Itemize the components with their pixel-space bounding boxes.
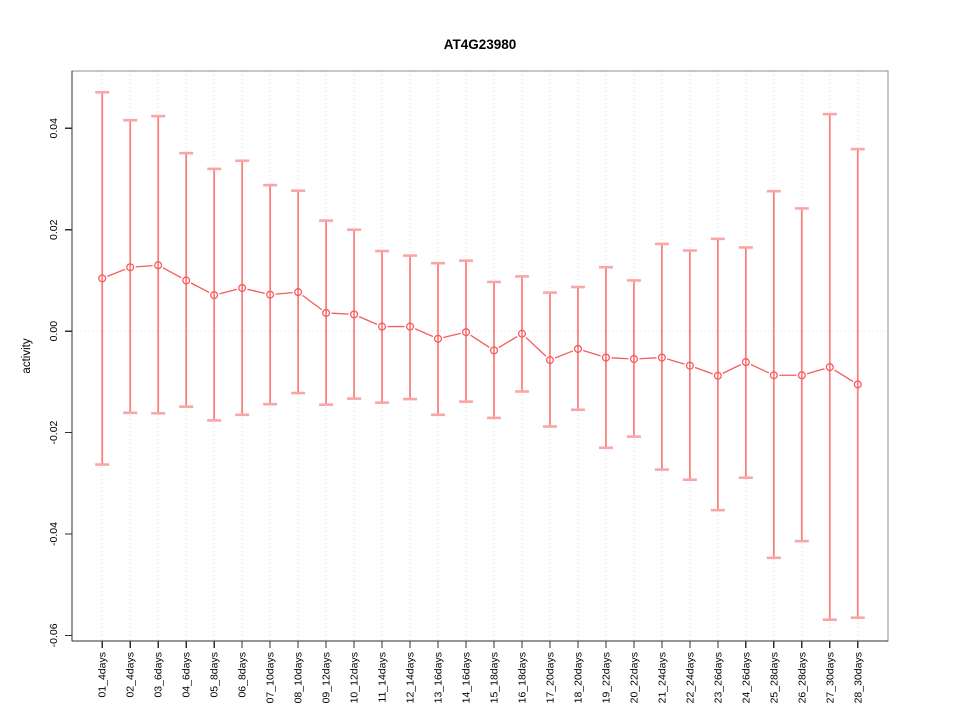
data-point (405, 322, 415, 331)
data-point (769, 371, 778, 380)
x-tick-label: 07_10days (265, 652, 277, 703)
series-segment (414, 328, 434, 338)
data-point (433, 334, 443, 343)
data-point (629, 354, 638, 364)
data-point (797, 371, 806, 380)
x-tick-label: 09_12days (321, 652, 333, 703)
x-tick-label: 25_28days (768, 652, 780, 703)
y-tick-label: 0.04 (48, 118, 60, 139)
x-tick-label: 23_26days (712, 652, 724, 703)
y-tick-label: 0.00 (48, 321, 60, 342)
series-segment (190, 282, 210, 294)
data-point (350, 310, 359, 319)
series-segment (722, 363, 742, 374)
x-tick-label: 15_18days (488, 652, 500, 703)
data-point (182, 276, 191, 285)
x-tick-label: 17_20days (544, 652, 556, 703)
data-point (126, 263, 135, 272)
x-tick-label: 21_24days (656, 652, 668, 703)
x-tick-label: 01_4days (97, 652, 109, 698)
x-tick-label: 16_18days (516, 652, 528, 703)
series-segment (525, 336, 547, 357)
x-tick-label: 24_26days (740, 652, 752, 703)
series-segment (694, 366, 713, 375)
plot-box (71, 70, 889, 642)
series-segment (443, 332, 461, 339)
x-tick-label: 19_22days (600, 652, 612, 703)
x-tick-label: 13_16days (433, 652, 445, 703)
series-segment (611, 357, 629, 360)
y-tick-label: -0.02 (48, 420, 60, 444)
x-tick-label: 08_10days (293, 652, 305, 703)
data-point (210, 291, 219, 300)
series-segment (162, 267, 182, 279)
data-point (294, 288, 303, 297)
x-tick-label: 28_30days (852, 652, 864, 703)
series-segment (750, 363, 770, 374)
y-tick-label: -0.06 (48, 623, 60, 647)
x-tick-label: 27_30days (824, 652, 836, 703)
y-tick-label: 0.02 (48, 219, 60, 240)
series-segment (219, 288, 237, 295)
series-segment (470, 334, 490, 348)
series-segment (834, 369, 854, 383)
data-point (573, 344, 582, 353)
data-point (685, 361, 694, 370)
data-point (266, 290, 275, 299)
x-tick-label: 18_20days (572, 652, 584, 703)
data-point (238, 283, 247, 293)
series-segment (107, 268, 126, 277)
series-segment (247, 288, 265, 295)
x-tick-label: 11_14days (377, 652, 389, 703)
data-point (322, 308, 331, 317)
data-point (489, 346, 499, 355)
data-point (741, 358, 750, 367)
series-segment (358, 316, 378, 325)
series-segment (135, 264, 153, 268)
x-tick-label: 12_14days (405, 652, 417, 703)
data-point (98, 274, 107, 283)
x-tick-label: 05_8days (209, 652, 221, 698)
data-point (853, 380, 862, 389)
data-point (657, 353, 666, 362)
x-tick-label: 06_8days (237, 652, 249, 698)
data-point (601, 353, 610, 362)
series-segment (583, 349, 601, 357)
y-tick-label: -0.04 (48, 522, 60, 546)
series-segment (498, 335, 518, 349)
x-tick-label: 02_4days (125, 652, 137, 698)
x-tick-label: 04_6days (181, 652, 193, 698)
x-tick-label: 14_16days (461, 652, 473, 703)
chart-title: AT4G23980 (443, 37, 517, 52)
series-segment (275, 291, 293, 295)
data-point (461, 328, 471, 337)
data-point (545, 356, 555, 365)
data-point (154, 261, 163, 270)
series-segment (806, 368, 825, 375)
data-point (378, 322, 387, 331)
series-segment (666, 358, 685, 365)
x-tick-label: 26_28days (796, 652, 808, 703)
series-segment (554, 350, 574, 359)
series-segment (331, 312, 349, 315)
series-segment (302, 294, 323, 311)
x-tick-label: 22_24days (684, 652, 696, 703)
data-point (713, 371, 722, 380)
x-tick-label: 03_6days (153, 652, 165, 698)
data-point (825, 363, 834, 372)
data-point (517, 329, 527, 338)
x-tick-label: 10_12days (349, 652, 361, 703)
series-segment (639, 357, 657, 360)
x-tick-label: 20_22days (628, 652, 640, 703)
